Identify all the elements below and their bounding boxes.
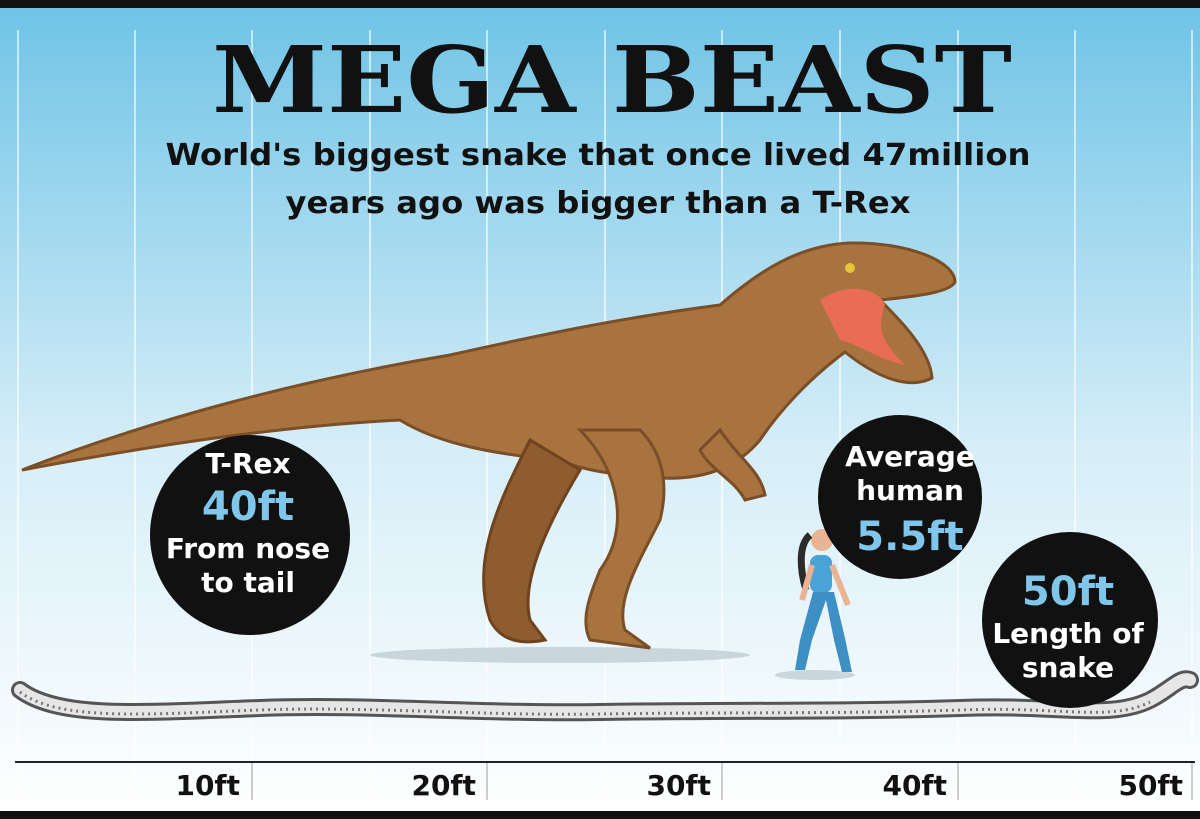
scale-label: 10ft xyxy=(175,769,240,802)
callout-note: to tail xyxy=(201,566,295,599)
callout-value: 50ft xyxy=(1022,569,1114,615)
callout-note: From nose xyxy=(166,532,330,565)
scale-label: 30ft xyxy=(646,769,711,802)
callout-label: Average xyxy=(845,440,975,473)
callout-snake: 50ft Length of snake xyxy=(982,532,1158,708)
callout-value: 5.5ft xyxy=(856,514,963,560)
title: MEGA BEAST xyxy=(212,26,1012,134)
subtitle: years ago was bigger than a T-Rex xyxy=(286,186,911,221)
subtitle: World's biggest snake that once lived 47… xyxy=(166,138,1031,173)
callout-label: T-Rex xyxy=(205,447,290,480)
t-rex xyxy=(21,241,957,663)
callout-trex: T-Rex 40ft From nose to tail xyxy=(150,435,350,635)
bubble xyxy=(818,415,982,579)
callout-note: Length of xyxy=(992,617,1144,650)
snake xyxy=(11,670,1199,722)
bottom-border xyxy=(0,811,1200,819)
callout-value: 40ft xyxy=(202,484,294,530)
scale-label: 50ft xyxy=(1118,769,1183,802)
scale-label: 20ft xyxy=(411,769,476,802)
scale-label: 40ft xyxy=(882,769,947,802)
ruler-ticks xyxy=(251,762,1193,800)
callout-note: snake xyxy=(1022,651,1114,684)
scale-labels: 10ft 20ft 30ft 40ft 50ft xyxy=(175,769,1183,802)
top-border xyxy=(0,0,1200,8)
bubble xyxy=(150,435,350,635)
bubble xyxy=(982,532,1158,708)
callout-human: Average human 5.5ft xyxy=(818,415,982,579)
human xyxy=(775,529,855,680)
callout-label: human xyxy=(856,474,964,507)
